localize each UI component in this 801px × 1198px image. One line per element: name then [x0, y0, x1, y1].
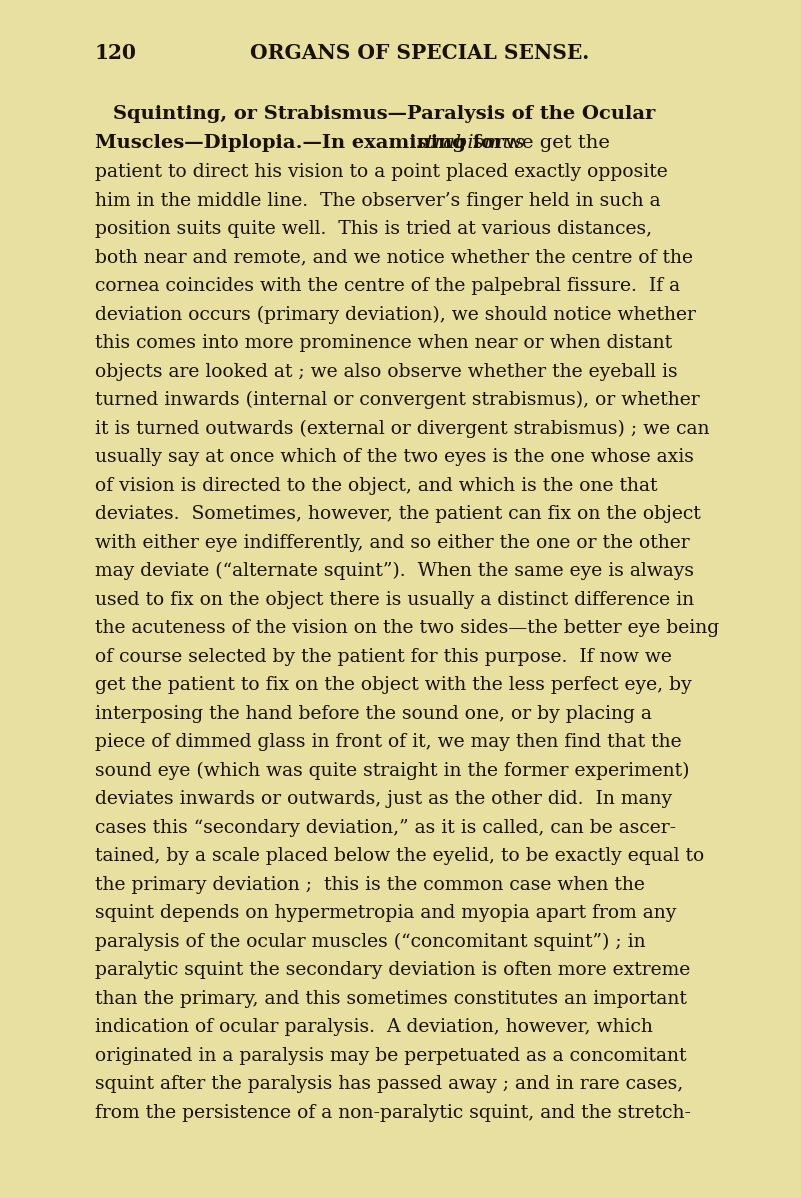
Text: deviates inwards or outwards, just as the other did.  In many: deviates inwards or outwards, just as th… [95, 791, 672, 809]
Text: this comes into more prominence when near or when distant: this comes into more prominence when nea… [95, 334, 672, 352]
Text: indication of ocular paralysis.  A deviation, however, which: indication of ocular paralysis. A deviat… [95, 1018, 653, 1036]
Text: with either eye indifferently, and so either the one or the other: with either eye indifferently, and so ei… [95, 533, 690, 551]
Text: the primary deviation ;  this is the common case when the: the primary deviation ; this is the comm… [95, 876, 645, 894]
Text: piece of dimmed glass in front of it, we may then find that the: piece of dimmed glass in front of it, we… [95, 733, 682, 751]
Text: squint depends on hypermetropia and myopia apart from any: squint depends on hypermetropia and myop… [95, 904, 676, 922]
Text: sound eye (which was quite straight in the former experiment): sound eye (which was quite straight in t… [95, 762, 690, 780]
Text: we get the: we get the [499, 134, 610, 152]
Text: of vision is directed to the object, and which is the one that: of vision is directed to the object, and… [95, 477, 658, 495]
Text: ORGANS OF SPECIAL SENSE.: ORGANS OF SPECIAL SENSE. [251, 43, 590, 63]
Text: him in the middle line.  The observer’s finger held in such a: him in the middle line. The observer’s f… [95, 192, 661, 210]
Text: than the primary, and this sometimes constitutes an important: than the primary, and this sometimes con… [95, 990, 687, 1008]
Text: used to fix on the object there is usually a distinct difference in: used to fix on the object there is usual… [95, 591, 694, 609]
Text: paralytic squint the secondary deviation is often more extreme: paralytic squint the secondary deviation… [95, 961, 690, 979]
Text: cornea coincides with the centre of the palpebral fissure.  If a: cornea coincides with the centre of the … [95, 277, 680, 295]
Text: paralysis of the ocular muscles (“concomitant squint”) ; in: paralysis of the ocular muscles (“concom… [95, 932, 646, 951]
Text: interposing the hand before the sound one, or by placing a: interposing the hand before the sound on… [95, 704, 652, 722]
Text: originated in a paralysis may be perpetuated as a concomitant: originated in a paralysis may be perpetu… [95, 1047, 686, 1065]
Text: of course selected by the patient for this purpose.  If now we: of course selected by the patient for th… [95, 648, 672, 666]
Text: it is turned outwards (external or divergent strabismus) ; we can: it is turned outwards (external or diver… [95, 419, 710, 438]
Text: squint after the paralysis has passed away ; and in rare cases,: squint after the paralysis has passed aw… [95, 1075, 683, 1093]
Text: tained, by a scale placed below the eyelid, to be exactly equal to: tained, by a scale placed below the eyel… [95, 847, 704, 865]
Text: Squinting, or Strabismus—Paralysis of the Ocular: Squinting, or Strabismus—Paralysis of th… [113, 105, 655, 123]
Text: position suits quite well.  This is tried at various distances,: position suits quite well. This is tried… [95, 220, 652, 238]
Text: deviates.  Sometimes, however, the patient can fix on the object: deviates. Sometimes, however, the patien… [95, 506, 701, 524]
Text: cases this “secondary deviation,” as it is called, can be ascer-: cases this “secondary deviation,” as it … [95, 818, 676, 836]
Text: deviation occurs (primary deviation), we should notice whether: deviation occurs (primary deviation), we… [95, 305, 696, 323]
Text: from the persistence of a non-paralytic squint, and the stretch-: from the persistence of a non-paralytic … [95, 1103, 691, 1121]
Text: may deviate (“alternate squint”).  When the same eye is always: may deviate (“alternate squint”). When t… [95, 562, 694, 580]
Text: usually say at once which of the two eyes is the one whose axis: usually say at once which of the two eye… [95, 448, 694, 466]
Text: strabismus: strabismus [417, 134, 525, 152]
Text: both near and remote, and we notice whether the centre of the: both near and remote, and we notice whet… [95, 249, 693, 267]
Text: 120: 120 [95, 43, 137, 63]
Text: patient to direct his vision to a point placed exactly opposite: patient to direct his vision to a point … [95, 163, 668, 181]
Text: turned inwards (internal or convergent strabismus), or whether: turned inwards (internal or convergent s… [95, 391, 699, 410]
Text: Muscles—Diplopia.—In examining for: Muscles—Diplopia.—In examining for [95, 134, 511, 152]
Text: get the patient to fix on the object with the less perfect eye, by: get the patient to fix on the object wit… [95, 676, 692, 694]
Text: objects are looked at ; we also observe whether the eyeball is: objects are looked at ; we also observe … [95, 363, 678, 381]
Text: the acuteness of the vision on the two sides—the better eye being: the acuteness of the vision on the two s… [95, 619, 719, 637]
